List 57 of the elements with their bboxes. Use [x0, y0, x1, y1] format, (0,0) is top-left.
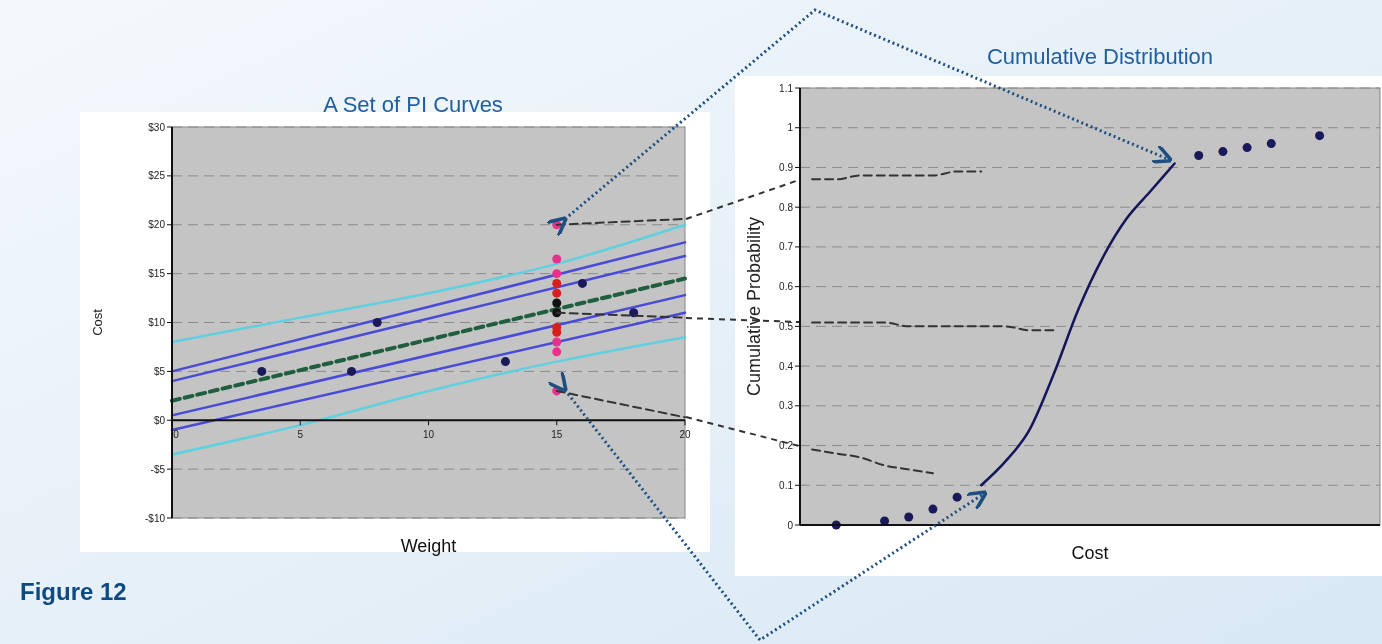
y-axis-title: Cumulative Probability	[744, 216, 764, 397]
point	[552, 254, 562, 264]
point	[552, 298, 562, 308]
y-tick-label: 0.7	[779, 241, 794, 253]
point	[577, 278, 587, 288]
x-axis-title: Cost	[1071, 543, 1109, 563]
point	[372, 318, 382, 327]
y-tick-label: $25	[148, 170, 166, 182]
point	[928, 504, 938, 514]
point	[552, 278, 562, 288]
point	[552, 337, 562, 347]
y-tick-label: 0	[787, 519, 794, 531]
y-tick-label: $20	[148, 219, 166, 231]
point	[1315, 131, 1325, 141]
x-tick-label: 5	[297, 429, 304, 441]
y-tick-label: 0.2	[779, 440, 794, 452]
point	[904, 512, 914, 522]
line-series	[170, 223, 687, 344]
y-tick-label: 1.1	[779, 82, 794, 94]
y-axis-title: Cost	[90, 308, 105, 336]
line-series	[980, 162, 1176, 487]
y-tick-label: $5	[153, 365, 166, 377]
point	[952, 492, 962, 502]
point	[1194, 151, 1204, 161]
y-tick-label: 0.1	[779, 479, 794, 491]
y-tick-label: $10	[148, 317, 166, 328]
point	[552, 347, 562, 357]
y-tick-label: 0.6	[779, 281, 794, 293]
caption: Figure 12	[20, 578, 127, 605]
y-tick-label: -$5	[150, 463, 166, 475]
point	[500, 357, 510, 367]
y-tick-label: $15	[148, 268, 166, 280]
y-tick-label: 0.4	[779, 360, 794, 372]
point	[347, 366, 357, 376]
x-tick-label: 0	[173, 429, 180, 441]
y-tick-label: 1	[787, 122, 794, 134]
y-tick-label: -$10	[144, 512, 166, 524]
point	[1218, 147, 1228, 157]
y-tick-label: 0.5	[779, 320, 794, 332]
point	[552, 288, 562, 298]
point	[629, 308, 639, 318]
point	[552, 269, 562, 279]
x-tick-label: 10	[422, 429, 435, 441]
x-tick-label: 20	[679, 429, 691, 441]
y-tick-label: 0.8	[779, 201, 794, 213]
chart-title: Cumulative Distribution	[986, 44, 1214, 69]
y-tick-label: $0	[153, 414, 166, 426]
y-tick-label: 0.9	[779, 161, 794, 173]
line-series	[811, 448, 934, 475]
x-axis-title: Weight	[400, 536, 457, 556]
point	[1242, 143, 1252, 153]
point	[257, 366, 267, 376]
point	[1266, 139, 1276, 149]
y-tick-label: 0.3	[779, 400, 794, 412]
x-tick-label: 15	[551, 429, 563, 441]
y-tick-label: $30	[148, 121, 166, 133]
chart-title: A Set of PI Curves	[323, 92, 503, 117]
